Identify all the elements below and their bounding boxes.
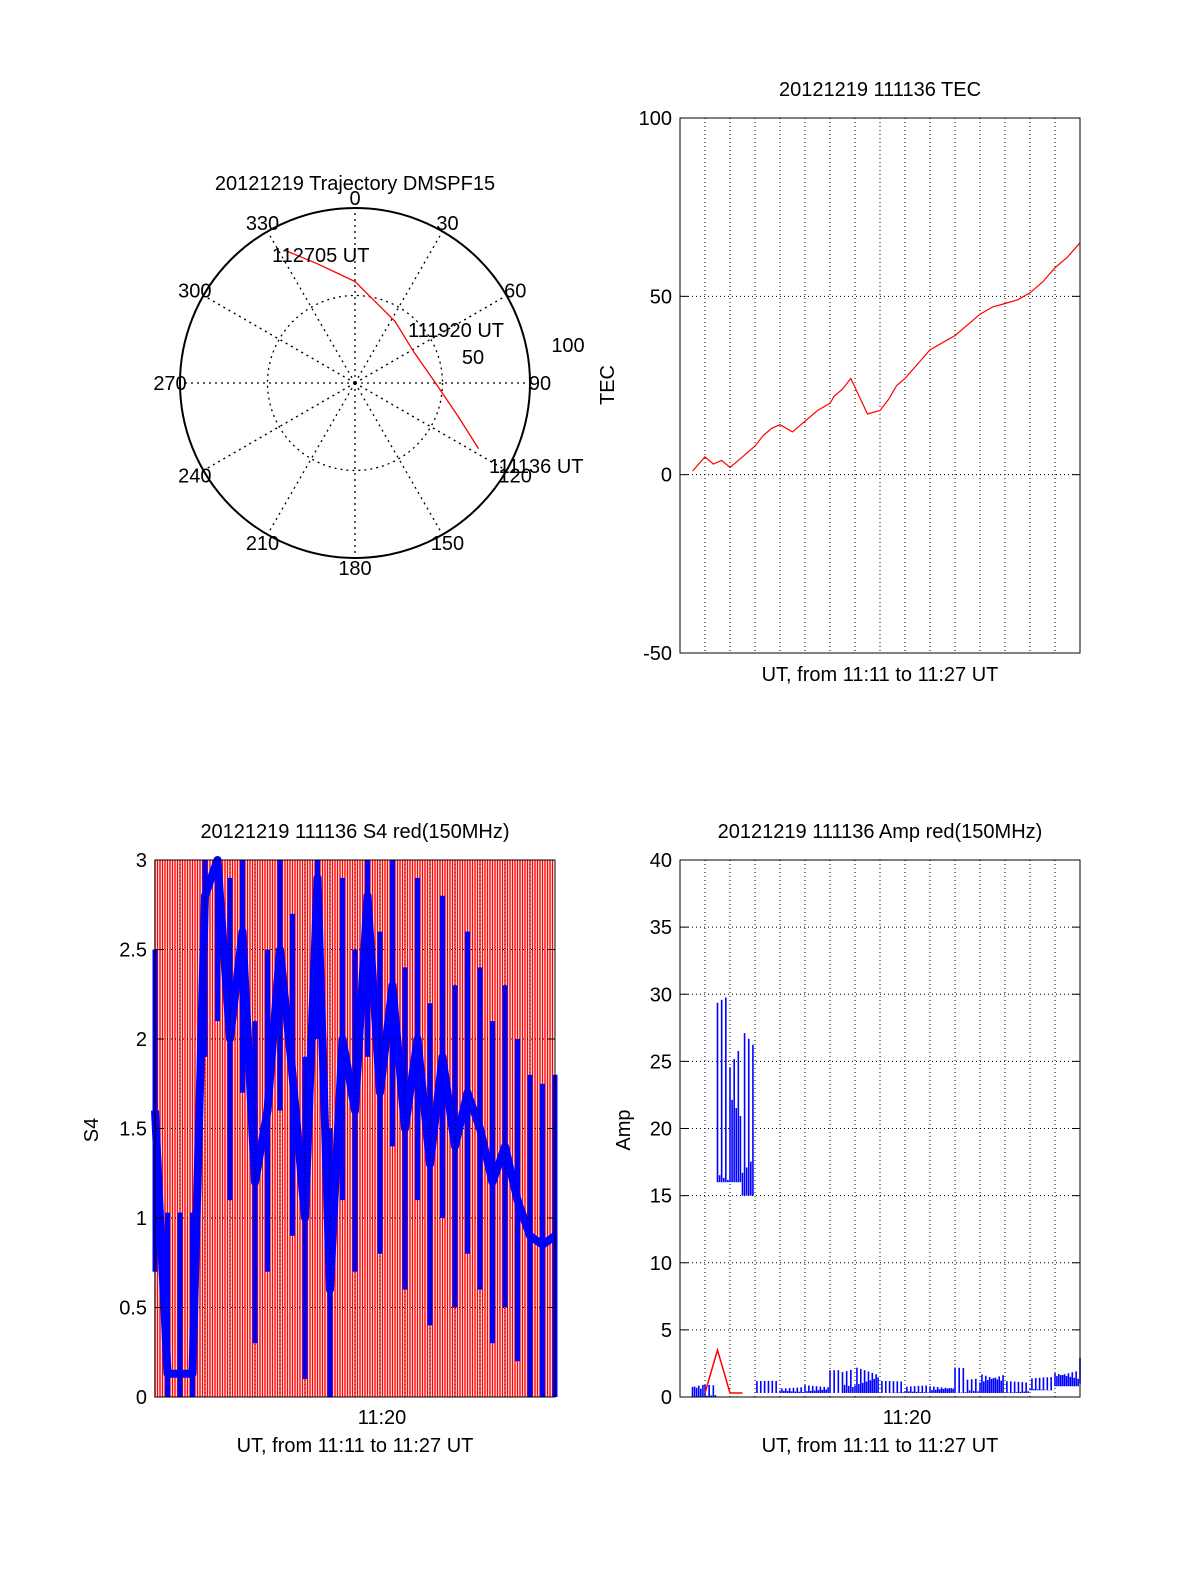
polar-azimuth-label: 210 <box>246 533 279 555</box>
y-tick-label: 20 <box>650 1119 672 1141</box>
y-tick-label: 3 <box>136 850 147 872</box>
polar-azimuth-label: 0 <box>349 188 360 210</box>
polar-spoke <box>354 382 507 472</box>
y-tick-label: 1 <box>136 1208 147 1230</box>
polar-azimuth-label: 240 <box>178 466 211 488</box>
s4-xtick-label: 11:20 <box>358 1407 407 1429</box>
trajectory-chart: 20121219 Trajectory DMSPF15 0 30 60 90 120 15… <box>153 173 584 580</box>
s4-chart: 20121219 111136 S4 red(150MHz) 0 0.5 1 1.5 2… <box>81 821 558 1457</box>
polar-spoke <box>354 382 444 535</box>
tec-xlabel: UT, from 11:11 to 11:27 UT <box>762 664 999 686</box>
amp-ylabel: Amp <box>613 1109 635 1150</box>
polar-azimuth-label: 180 <box>338 558 371 580</box>
amp-xtick-label: 11:20 <box>883 1407 932 1429</box>
tec-yticks: -50 0 50 100 <box>639 108 1080 665</box>
amp-series <box>691 997 1081 1397</box>
y-tick-label: 0.5 <box>119 1298 147 1320</box>
amp-xlabel: UT, from 11:11 to 11:27 UT <box>762 1435 999 1457</box>
tec-line <box>692 242 1081 472</box>
y-tick-label: 10 <box>650 1253 672 1275</box>
polar-azimuth-label: 300 <box>178 281 211 303</box>
polar-spoke <box>354 294 507 384</box>
polar-ring-label: 100 <box>551 335 584 357</box>
tec-chart: 20121219 111136 TEC -50 0 50 100 TEC UT, fr… <box>597 79 1081 686</box>
polar-annotations: 112705 UT 111920 UT 111136 UT <box>272 245 584 478</box>
polar-spoke <box>354 231 444 384</box>
y-tick-label: 0 <box>136 1387 147 1409</box>
polar-azimuth-label: 270 <box>153 373 186 395</box>
polar-azimuth-label: 330 <box>246 213 279 235</box>
polar-spoke <box>203 294 356 384</box>
y-tick-label: 0 <box>661 465 672 487</box>
polar-azimuth-label: 150 <box>431 533 464 555</box>
y-tick-label: 0 <box>661 1387 672 1409</box>
tec-series <box>692 242 1081 472</box>
tec-frame <box>679 117 1081 654</box>
tec-title: 20121219 111136 TEC <box>779 79 981 101</box>
trajectory-annotation: 111136 UT <box>489 456 584 478</box>
s4-yticks: 0 0.5 1 1.5 2 2.5 3 <box>119 850 555 1409</box>
amp-title: 20121219 111136 Amp red(150MHz) <box>718 821 1043 843</box>
amp-yticks: 0 5 10 15 20 25 30 35 40 <box>650 850 1080 1409</box>
s4-xlabel: UT, from 11:11 to 11:27 UT <box>237 1435 474 1457</box>
y-tick-label: 5 <box>661 1320 672 1342</box>
polar-azimuth-labels: 0 30 60 90 120 150 180 210 240 270 300 330 <box>153 188 551 580</box>
y-tick-label: 35 <box>650 917 672 939</box>
polar-spoke <box>203 382 356 472</box>
polar-azimuth-label: 90 <box>529 373 551 395</box>
polar-series <box>284 249 480 450</box>
tec-grid <box>680 118 1080 653</box>
polar-ring-labels: 50 100 <box>462 335 585 369</box>
polar-spoke <box>266 382 356 535</box>
polar-azimuth-label: 30 <box>436 213 458 235</box>
polar-ring-label: 50 <box>462 347 484 369</box>
polar-inner-ring <box>266 294 444 472</box>
trajectory-annotation: 111920 UT <box>408 320 504 342</box>
polar-grid <box>179 207 531 559</box>
y-tick-label: 50 <box>650 286 672 308</box>
y-tick-label: 25 <box>650 1051 672 1073</box>
trajectory-annotation: 112705 UT <box>272 245 369 267</box>
trajectory-line <box>284 249 480 450</box>
y-tick-label: -50 <box>643 643 672 665</box>
tec-ylabel: TEC <box>597 365 619 405</box>
amp-chart: 20121219 111136 Amp red(150MHz) 0 5 10 15 20… <box>613 821 1081 1457</box>
y-tick-label: 100 <box>639 108 672 130</box>
y-tick-label: 2.5 <box>119 940 147 962</box>
y-tick-label: 40 <box>650 850 672 872</box>
s4-title: 20121219 111136 S4 red(150MHz) <box>200 821 509 843</box>
y-tick-label: 15 <box>650 1186 672 1208</box>
s4-ylabel: S4 <box>81 1118 103 1142</box>
y-tick-label: 1.5 <box>119 1119 147 1141</box>
s4-grid <box>155 860 555 1397</box>
polar-azimuth-label: 120 <box>499 466 532 488</box>
trajectory-title: 20121219 Trajectory DMSPF15 <box>215 173 495 195</box>
y-tick-label: 2 <box>136 1029 147 1051</box>
polar-azimuth-label: 60 <box>504 281 526 303</box>
y-tick-label: 30 <box>650 984 672 1006</box>
polar-spoke <box>266 231 356 384</box>
amp-red-line <box>704 1347 743 1394</box>
